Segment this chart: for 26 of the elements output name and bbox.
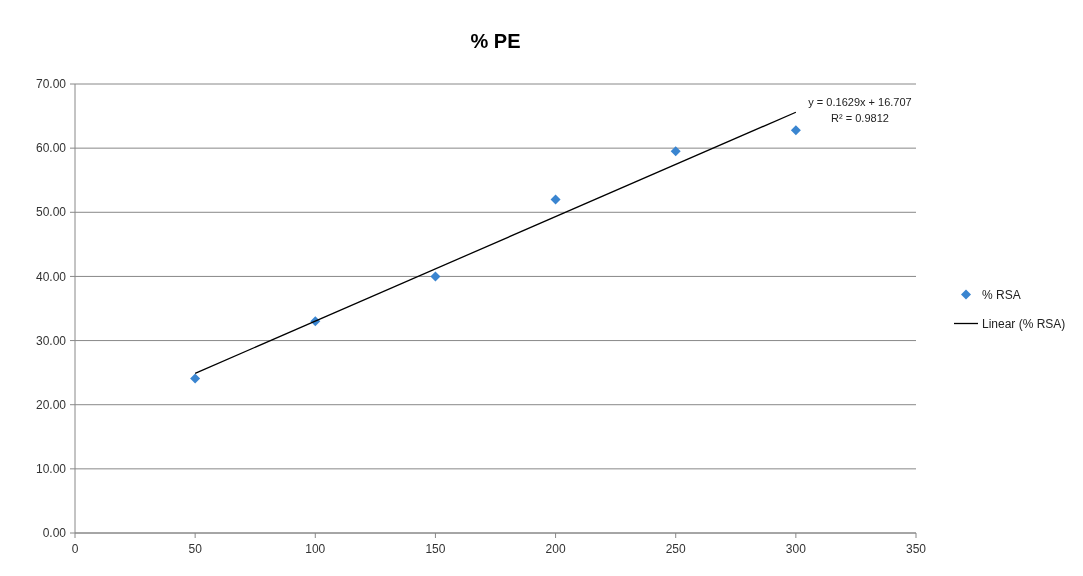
y-tick-label: 10.00 xyxy=(35,462,67,477)
x-tick-label: 300 xyxy=(785,542,807,556)
x-tick-label: 350 xyxy=(905,542,927,556)
point xyxy=(790,125,801,136)
annotation: y = 0.1629x + 16.707 xyxy=(808,95,912,108)
point xyxy=(670,146,681,157)
x-tick-label: 50 xyxy=(188,542,203,556)
y-tick-label: 0.00 xyxy=(42,526,67,541)
chart-title: % PE xyxy=(470,30,521,52)
x-tick-label: 200 xyxy=(545,542,566,556)
y-tick-label: 50.00 xyxy=(35,205,67,220)
point xyxy=(430,271,441,282)
y-tick-label: 40.00 xyxy=(35,269,67,284)
y-tick-label: 70.00 xyxy=(35,77,67,92)
y-tick-label: 20.00 xyxy=(35,397,67,412)
y-tick-label: 30.00 xyxy=(35,333,67,348)
x-tick-label: 250 xyxy=(665,542,687,556)
x-tick-label: 150 xyxy=(425,542,446,556)
y-tick-label: 60.00 xyxy=(35,141,67,156)
point xyxy=(550,194,561,205)
legend-label: Linear (% RSA) xyxy=(982,316,1066,331)
annotation: R² = 0.9812 xyxy=(831,111,889,124)
x-tick-label: 0 xyxy=(71,542,79,556)
legend-label: % RSA xyxy=(982,287,1021,302)
x-tick-label: 100 xyxy=(305,542,326,556)
point xyxy=(190,373,201,384)
